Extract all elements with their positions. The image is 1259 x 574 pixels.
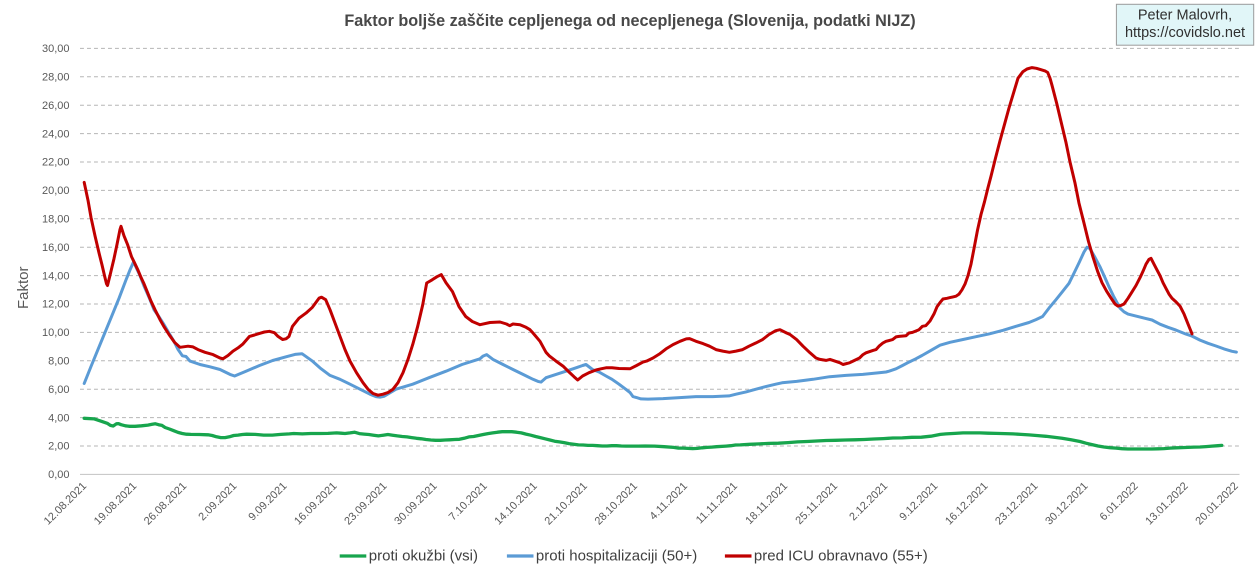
svg-text:28,00: 28,00 bbox=[42, 72, 70, 84]
svg-text:14,00: 14,00 bbox=[42, 270, 70, 282]
svg-text:2.12.2021: 2.12.2021 bbox=[847, 480, 890, 523]
svg-text:9.09.2021: 9.09.2021 bbox=[246, 480, 289, 523]
svg-text:20,00: 20,00 bbox=[42, 185, 70, 197]
svg-text:20.01.2022: 20.01.2022 bbox=[1193, 480, 1240, 527]
svg-text:18.11.2021: 18.11.2021 bbox=[743, 480, 790, 527]
svg-text:Faktor boljše zaščite cepljene: Faktor boljše zaščite cepljenega od nece… bbox=[344, 12, 915, 30]
svg-text:24,00: 24,00 bbox=[42, 128, 70, 140]
svg-text:6,00: 6,00 bbox=[48, 384, 69, 396]
svg-text:2,00: 2,00 bbox=[48, 441, 69, 453]
svg-text:22,00: 22,00 bbox=[42, 157, 70, 169]
svg-text:30.12.2021: 30.12.2021 bbox=[1043, 480, 1090, 527]
svg-text:30,00: 30,00 bbox=[42, 43, 70, 55]
svg-text:16,00: 16,00 bbox=[42, 242, 70, 254]
svg-text:19.08.2021: 19.08.2021 bbox=[92, 480, 139, 527]
svg-text:21.10.2021: 21.10.2021 bbox=[543, 480, 590, 527]
svg-text:2.09.2021: 2.09.2021 bbox=[196, 480, 239, 523]
svg-text:9.12.2021: 9.12.2021 bbox=[897, 480, 940, 523]
svg-text:30.09.2021: 30.09.2021 bbox=[392, 480, 439, 527]
svg-text:14.10.2021: 14.10.2021 bbox=[492, 480, 539, 527]
svg-text:12,00: 12,00 bbox=[42, 299, 70, 311]
svg-text:7.10.2021: 7.10.2021 bbox=[447, 480, 490, 523]
svg-text:16.09.2021: 16.09.2021 bbox=[292, 480, 339, 527]
svg-text:pred ICU obravnavo (55+): pred ICU obravnavo (55+) bbox=[754, 548, 928, 565]
svg-text:8,00: 8,00 bbox=[48, 356, 69, 368]
svg-text:4,00: 4,00 bbox=[48, 412, 69, 424]
svg-text:28.10.2021: 28.10.2021 bbox=[593, 480, 640, 527]
svg-text:13.01.2022: 13.01.2022 bbox=[1143, 480, 1190, 527]
svg-text:23.12.2021: 23.12.2021 bbox=[993, 480, 1040, 527]
svg-text:12.08.2021: 12.08.2021 bbox=[42, 480, 89, 527]
svg-text:Peter Malovrh,: Peter Malovrh, bbox=[1138, 8, 1232, 24]
svg-text:proti hospitalizaciji (50+): proti hospitalizaciji (50+) bbox=[536, 548, 697, 565]
svg-text:18,00: 18,00 bbox=[42, 214, 70, 226]
svg-text:4.11.2021: 4.11.2021 bbox=[648, 480, 691, 523]
svg-text:6.01.2022: 6.01.2022 bbox=[1098, 480, 1141, 523]
svg-text:16.12.2021: 16.12.2021 bbox=[943, 480, 990, 527]
svg-text:10,00: 10,00 bbox=[42, 327, 70, 339]
svg-text:23.09.2021: 23.09.2021 bbox=[342, 480, 389, 527]
svg-text:Faktor: Faktor bbox=[15, 267, 32, 310]
svg-text:0,00: 0,00 bbox=[48, 469, 69, 481]
svg-text:11.11.2021: 11.11.2021 bbox=[694, 480, 740, 526]
svg-text:26,00: 26,00 bbox=[42, 100, 70, 112]
svg-text:proti okužbi (vsi): proti okužbi (vsi) bbox=[369, 548, 478, 565]
svg-text:26.08.2021: 26.08.2021 bbox=[142, 480, 189, 527]
svg-text:25.11.2021: 25.11.2021 bbox=[793, 480, 840, 527]
svg-text:https://covidslo.net: https://covidslo.net bbox=[1125, 25, 1245, 41]
